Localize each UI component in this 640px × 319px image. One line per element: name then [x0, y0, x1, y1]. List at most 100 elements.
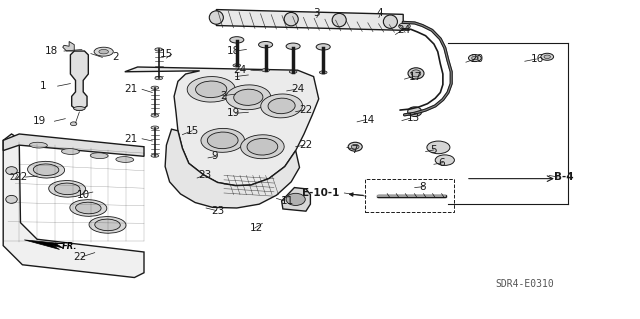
Text: 22: 22	[74, 252, 87, 262]
Ellipse shape	[33, 164, 59, 175]
Text: 23: 23	[211, 205, 225, 216]
Ellipse shape	[54, 183, 80, 195]
Ellipse shape	[196, 81, 227, 98]
Ellipse shape	[28, 161, 65, 178]
Ellipse shape	[99, 49, 109, 54]
Ellipse shape	[408, 107, 422, 116]
Ellipse shape	[412, 70, 421, 77]
Ellipse shape	[74, 107, 85, 110]
Text: 19: 19	[227, 108, 240, 118]
Ellipse shape	[408, 68, 424, 79]
Ellipse shape	[472, 56, 478, 60]
Ellipse shape	[541, 53, 554, 60]
Text: SDR4-E0310: SDR4-E0310	[495, 279, 554, 289]
Ellipse shape	[332, 13, 346, 27]
Text: 16: 16	[531, 54, 545, 64]
Text: 9: 9	[211, 151, 218, 161]
Ellipse shape	[289, 70, 297, 73]
Ellipse shape	[61, 149, 79, 154]
Ellipse shape	[155, 77, 163, 80]
Ellipse shape	[284, 12, 298, 26]
Text: 22: 22	[300, 140, 313, 150]
Text: 3: 3	[314, 8, 320, 18]
Ellipse shape	[6, 167, 17, 175]
Text: 24: 24	[233, 65, 246, 75]
Text: 2: 2	[221, 91, 227, 101]
Ellipse shape	[151, 154, 159, 157]
Text: 18: 18	[44, 46, 58, 56]
Ellipse shape	[247, 138, 278, 155]
Ellipse shape	[151, 86, 159, 89]
Text: 5: 5	[430, 145, 436, 155]
Ellipse shape	[230, 37, 244, 43]
Polygon shape	[3, 134, 144, 156]
Text: 20: 20	[470, 54, 484, 64]
Ellipse shape	[155, 48, 163, 51]
Ellipse shape	[234, 89, 263, 105]
Ellipse shape	[94, 47, 113, 56]
Ellipse shape	[286, 43, 300, 49]
Text: 7: 7	[351, 145, 357, 155]
Ellipse shape	[151, 126, 159, 129]
Text: B-4: B-4	[554, 172, 573, 182]
Ellipse shape	[259, 41, 273, 48]
Text: E-10-1: E-10-1	[302, 188, 339, 198]
Ellipse shape	[319, 71, 327, 74]
Ellipse shape	[427, 141, 450, 154]
Bar	[365, 179, 454, 212]
Ellipse shape	[260, 94, 303, 118]
Text: 24: 24	[397, 25, 410, 35]
Polygon shape	[3, 134, 144, 278]
Ellipse shape	[351, 144, 359, 149]
Ellipse shape	[70, 122, 77, 126]
Ellipse shape	[201, 129, 244, 152]
Polygon shape	[24, 240, 63, 249]
Ellipse shape	[70, 200, 107, 216]
Text: 15: 15	[160, 49, 173, 59]
Ellipse shape	[207, 132, 238, 149]
Text: 18: 18	[227, 46, 240, 56]
Ellipse shape	[268, 98, 295, 114]
Ellipse shape	[286, 193, 305, 205]
Ellipse shape	[89, 217, 126, 233]
Polygon shape	[70, 51, 88, 110]
Ellipse shape	[226, 85, 271, 110]
Text: 15: 15	[186, 126, 199, 136]
Ellipse shape	[187, 77, 236, 102]
Text: FR.: FR.	[61, 242, 77, 251]
Text: 13: 13	[406, 113, 420, 123]
Ellipse shape	[383, 15, 397, 28]
Ellipse shape	[435, 155, 454, 165]
Polygon shape	[63, 41, 74, 51]
Ellipse shape	[95, 219, 120, 231]
Ellipse shape	[468, 55, 481, 62]
Text: 21: 21	[124, 84, 138, 94]
Ellipse shape	[544, 55, 550, 59]
Text: 22: 22	[14, 172, 28, 182]
Text: 4: 4	[376, 8, 383, 18]
Text: 2: 2	[112, 52, 118, 63]
Polygon shape	[282, 188, 310, 211]
Text: 10: 10	[77, 189, 90, 200]
Text: 21: 21	[124, 134, 138, 144]
Polygon shape	[165, 129, 300, 208]
Text: 19: 19	[33, 116, 46, 126]
Ellipse shape	[29, 142, 47, 148]
Ellipse shape	[241, 135, 284, 159]
Polygon shape	[216, 10, 403, 30]
Ellipse shape	[90, 153, 108, 159]
Ellipse shape	[399, 23, 410, 29]
Ellipse shape	[348, 142, 362, 151]
Ellipse shape	[76, 202, 101, 214]
Ellipse shape	[316, 44, 330, 50]
Ellipse shape	[233, 64, 241, 67]
Text: 23: 23	[198, 170, 212, 181]
Ellipse shape	[262, 69, 269, 72]
Ellipse shape	[6, 195, 17, 204]
Ellipse shape	[209, 11, 223, 24]
Ellipse shape	[116, 157, 134, 162]
Ellipse shape	[151, 114, 159, 117]
Text: 1: 1	[40, 81, 46, 91]
Text: 22: 22	[10, 173, 19, 182]
Text: 8: 8	[419, 182, 426, 192]
